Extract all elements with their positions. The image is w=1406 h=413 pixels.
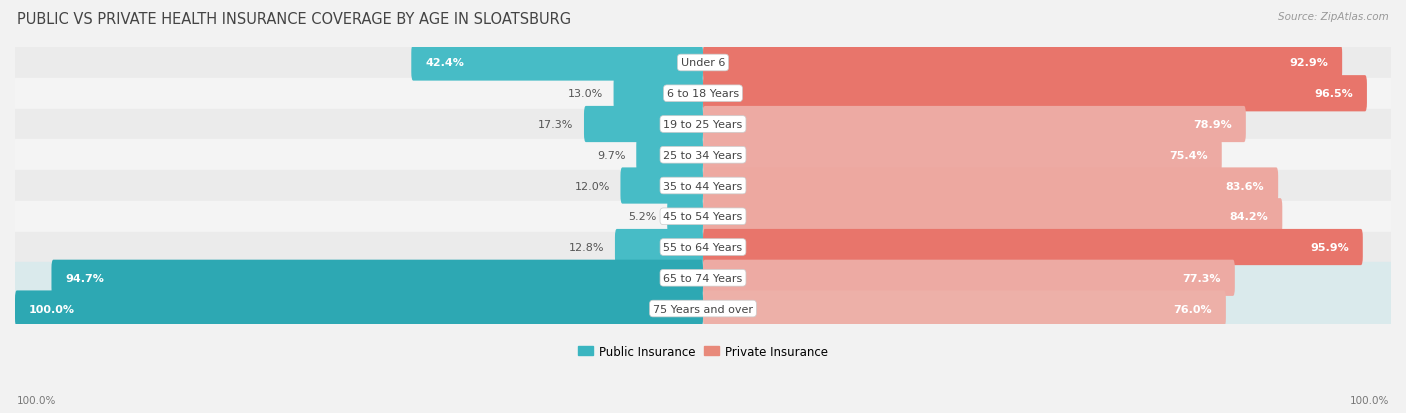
Text: 25 to 34 Years: 25 to 34 Years: [664, 150, 742, 160]
Text: 75.4%: 75.4%: [1170, 150, 1208, 160]
FancyBboxPatch shape: [703, 45, 1343, 81]
Legend: Public Insurance, Private Insurance: Public Insurance, Private Insurance: [574, 340, 832, 363]
Bar: [15, 48, 1391, 79]
Text: PUBLIC VS PRIVATE HEALTH INSURANCE COVERAGE BY AGE IN SLOATSBURG: PUBLIC VS PRIVATE HEALTH INSURANCE COVER…: [17, 12, 571, 27]
FancyBboxPatch shape: [583, 107, 703, 143]
Text: 83.6%: 83.6%: [1226, 181, 1264, 191]
Text: 77.3%: 77.3%: [1182, 273, 1220, 283]
Text: 100.0%: 100.0%: [28, 304, 75, 314]
Text: 55 to 64 Years: 55 to 64 Years: [664, 242, 742, 252]
FancyBboxPatch shape: [703, 168, 1278, 204]
FancyBboxPatch shape: [703, 76, 1367, 112]
Text: 12.8%: 12.8%: [569, 242, 605, 252]
Text: 94.7%: 94.7%: [65, 273, 104, 283]
Text: 35 to 44 Years: 35 to 44 Years: [664, 181, 742, 191]
FancyBboxPatch shape: [637, 137, 703, 173]
FancyBboxPatch shape: [703, 260, 1234, 296]
Bar: [15, 263, 1391, 294]
FancyBboxPatch shape: [703, 137, 1222, 173]
FancyBboxPatch shape: [703, 199, 1282, 235]
Text: Source: ZipAtlas.com: Source: ZipAtlas.com: [1278, 12, 1389, 22]
Text: 19 to 25 Years: 19 to 25 Years: [664, 120, 742, 130]
Bar: [15, 140, 1391, 171]
Text: 95.9%: 95.9%: [1310, 242, 1348, 252]
FancyBboxPatch shape: [614, 229, 703, 266]
Text: 5.2%: 5.2%: [628, 212, 657, 222]
Text: 42.4%: 42.4%: [425, 58, 464, 68]
Text: 76.0%: 76.0%: [1174, 304, 1212, 314]
FancyBboxPatch shape: [15, 291, 703, 327]
FancyBboxPatch shape: [412, 45, 703, 81]
Text: 78.9%: 78.9%: [1194, 120, 1232, 130]
Bar: [15, 109, 1391, 140]
FancyBboxPatch shape: [613, 76, 703, 112]
FancyBboxPatch shape: [668, 199, 703, 235]
FancyBboxPatch shape: [703, 107, 1246, 143]
Text: 75 Years and over: 75 Years and over: [652, 304, 754, 314]
Text: 12.0%: 12.0%: [575, 181, 610, 191]
Text: 65 to 74 Years: 65 to 74 Years: [664, 273, 742, 283]
Text: 100.0%: 100.0%: [17, 395, 56, 405]
Bar: [15, 232, 1391, 263]
FancyBboxPatch shape: [703, 229, 1362, 266]
Text: 100.0%: 100.0%: [1350, 395, 1389, 405]
Text: 9.7%: 9.7%: [598, 150, 626, 160]
Text: 92.9%: 92.9%: [1289, 58, 1329, 68]
FancyBboxPatch shape: [52, 260, 703, 296]
Bar: [15, 294, 1391, 324]
Text: 17.3%: 17.3%: [538, 120, 574, 130]
FancyBboxPatch shape: [703, 291, 1226, 327]
Text: 84.2%: 84.2%: [1230, 212, 1268, 222]
Bar: [15, 171, 1391, 202]
Bar: [15, 79, 1391, 109]
Text: 45 to 54 Years: 45 to 54 Years: [664, 212, 742, 222]
Text: 96.5%: 96.5%: [1315, 89, 1353, 99]
Text: 6 to 18 Years: 6 to 18 Years: [666, 89, 740, 99]
Text: 13.0%: 13.0%: [568, 89, 603, 99]
Bar: [15, 202, 1391, 232]
FancyBboxPatch shape: [620, 168, 703, 204]
Text: Under 6: Under 6: [681, 58, 725, 68]
